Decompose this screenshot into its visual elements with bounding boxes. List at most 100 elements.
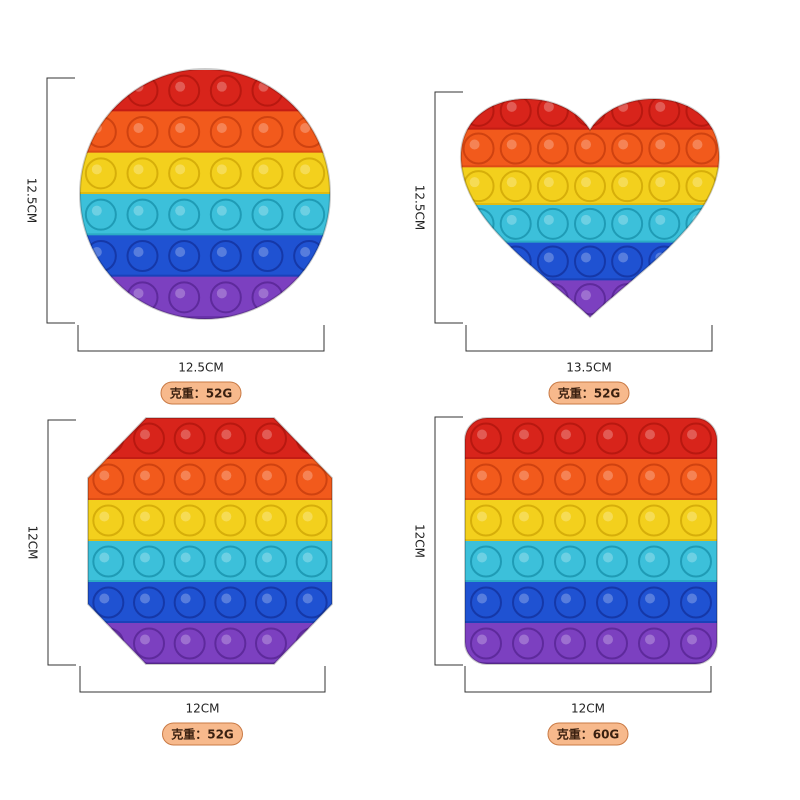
bubble-shine <box>645 552 655 563</box>
stripe-groove <box>460 165 720 169</box>
bubble <box>574 98 606 127</box>
bubble-shine <box>645 634 655 645</box>
weight-pill <box>548 381 630 405</box>
bubble-shine <box>603 470 613 481</box>
bubble <box>209 281 242 314</box>
bubble-shine <box>262 552 272 563</box>
bubble-shine <box>519 429 529 440</box>
stripe <box>465 623 717 664</box>
bubble-shine <box>300 164 311 175</box>
bubble-shine <box>603 593 613 604</box>
bubble <box>574 132 606 165</box>
stripe <box>465 541 717 583</box>
bubble <box>295 545 328 578</box>
bubble <box>251 198 284 231</box>
bubble-shine <box>258 205 269 216</box>
bubble <box>499 170 532 203</box>
bubble-shine <box>302 429 313 440</box>
bubble-shine <box>262 429 272 440</box>
bubble <box>209 74 242 107</box>
bubble-shine <box>262 634 272 645</box>
bubble-shine <box>477 470 487 481</box>
bubble <box>295 627 328 660</box>
bubble-shine <box>140 634 150 645</box>
bubble <box>133 422 165 455</box>
bubble-shine <box>91 205 102 216</box>
bubble <box>255 463 287 496</box>
bubble-shine <box>477 552 487 563</box>
outline <box>79 68 331 320</box>
bubble <box>470 504 502 537</box>
weight-label: 克重：60G <box>557 727 620 742</box>
bubble <box>512 627 544 660</box>
stripe-groove <box>460 240 720 244</box>
bubble-shine <box>469 214 480 225</box>
stripe-groove <box>80 109 330 113</box>
bubble-shine <box>133 288 144 299</box>
bubble <box>648 283 681 316</box>
bubble <box>512 545 544 578</box>
bubble <box>209 240 242 272</box>
stripe-groove <box>80 316 330 319</box>
bubble-shine <box>258 288 269 299</box>
stripe <box>465 582 717 624</box>
bubble-shine <box>302 552 313 563</box>
bubble-shine <box>581 290 591 301</box>
bubble-shine <box>180 634 191 645</box>
stripe <box>88 500 332 542</box>
stripe-groove <box>460 278 720 282</box>
bubble-shine <box>561 511 571 522</box>
bubble <box>596 422 628 455</box>
bubble <box>173 545 206 578</box>
bubble <box>536 207 569 240</box>
bubble-shine <box>175 164 186 175</box>
bubble <box>680 627 712 660</box>
bubble-shine <box>221 511 232 522</box>
bubble <box>685 283 718 316</box>
bubble-shine <box>258 123 269 133</box>
bubble-shine <box>262 470 272 481</box>
bubble-shine <box>687 429 697 440</box>
stripe-groove <box>88 621 332 624</box>
bubble <box>251 240 284 272</box>
bubble <box>255 627 287 660</box>
bubble-shine <box>175 288 186 299</box>
bubble <box>84 74 117 107</box>
bubble-shine <box>99 593 110 604</box>
bubble-shine <box>561 470 571 481</box>
bubble-shine <box>477 511 487 522</box>
bubble-shine <box>221 593 232 604</box>
stripe <box>465 418 717 460</box>
bubble <box>685 98 718 127</box>
bubble-shine <box>140 470 150 481</box>
bubble <box>462 98 495 127</box>
bubble-shine <box>692 139 703 150</box>
bubble-shine <box>262 593 272 604</box>
bubble <box>536 170 569 203</box>
bubble-shine <box>645 429 655 440</box>
stripe-groove <box>88 539 332 542</box>
bubble <box>536 245 569 278</box>
pop-toy <box>465 418 717 664</box>
stripe-groove <box>80 233 330 237</box>
bubble-shine <box>216 247 227 257</box>
bubble-shine <box>561 593 571 604</box>
bubble <box>92 422 125 455</box>
bubble <box>611 207 644 240</box>
bubble <box>554 504 586 537</box>
bubble <box>554 627 586 660</box>
bubble-shine <box>180 429 191 440</box>
bubble-shine <box>581 252 591 263</box>
bubble <box>168 116 201 148</box>
bubble <box>596 463 628 496</box>
bubble <box>173 504 206 537</box>
bubble-shine <box>618 177 629 188</box>
bubble <box>92 586 125 619</box>
bubble <box>293 281 326 314</box>
bubble <box>214 586 247 619</box>
bubble-shine <box>99 511 110 522</box>
bubble <box>512 422 544 455</box>
bubble-shine <box>302 470 313 481</box>
bubble-shine <box>519 470 529 481</box>
bubble <box>499 132 532 165</box>
